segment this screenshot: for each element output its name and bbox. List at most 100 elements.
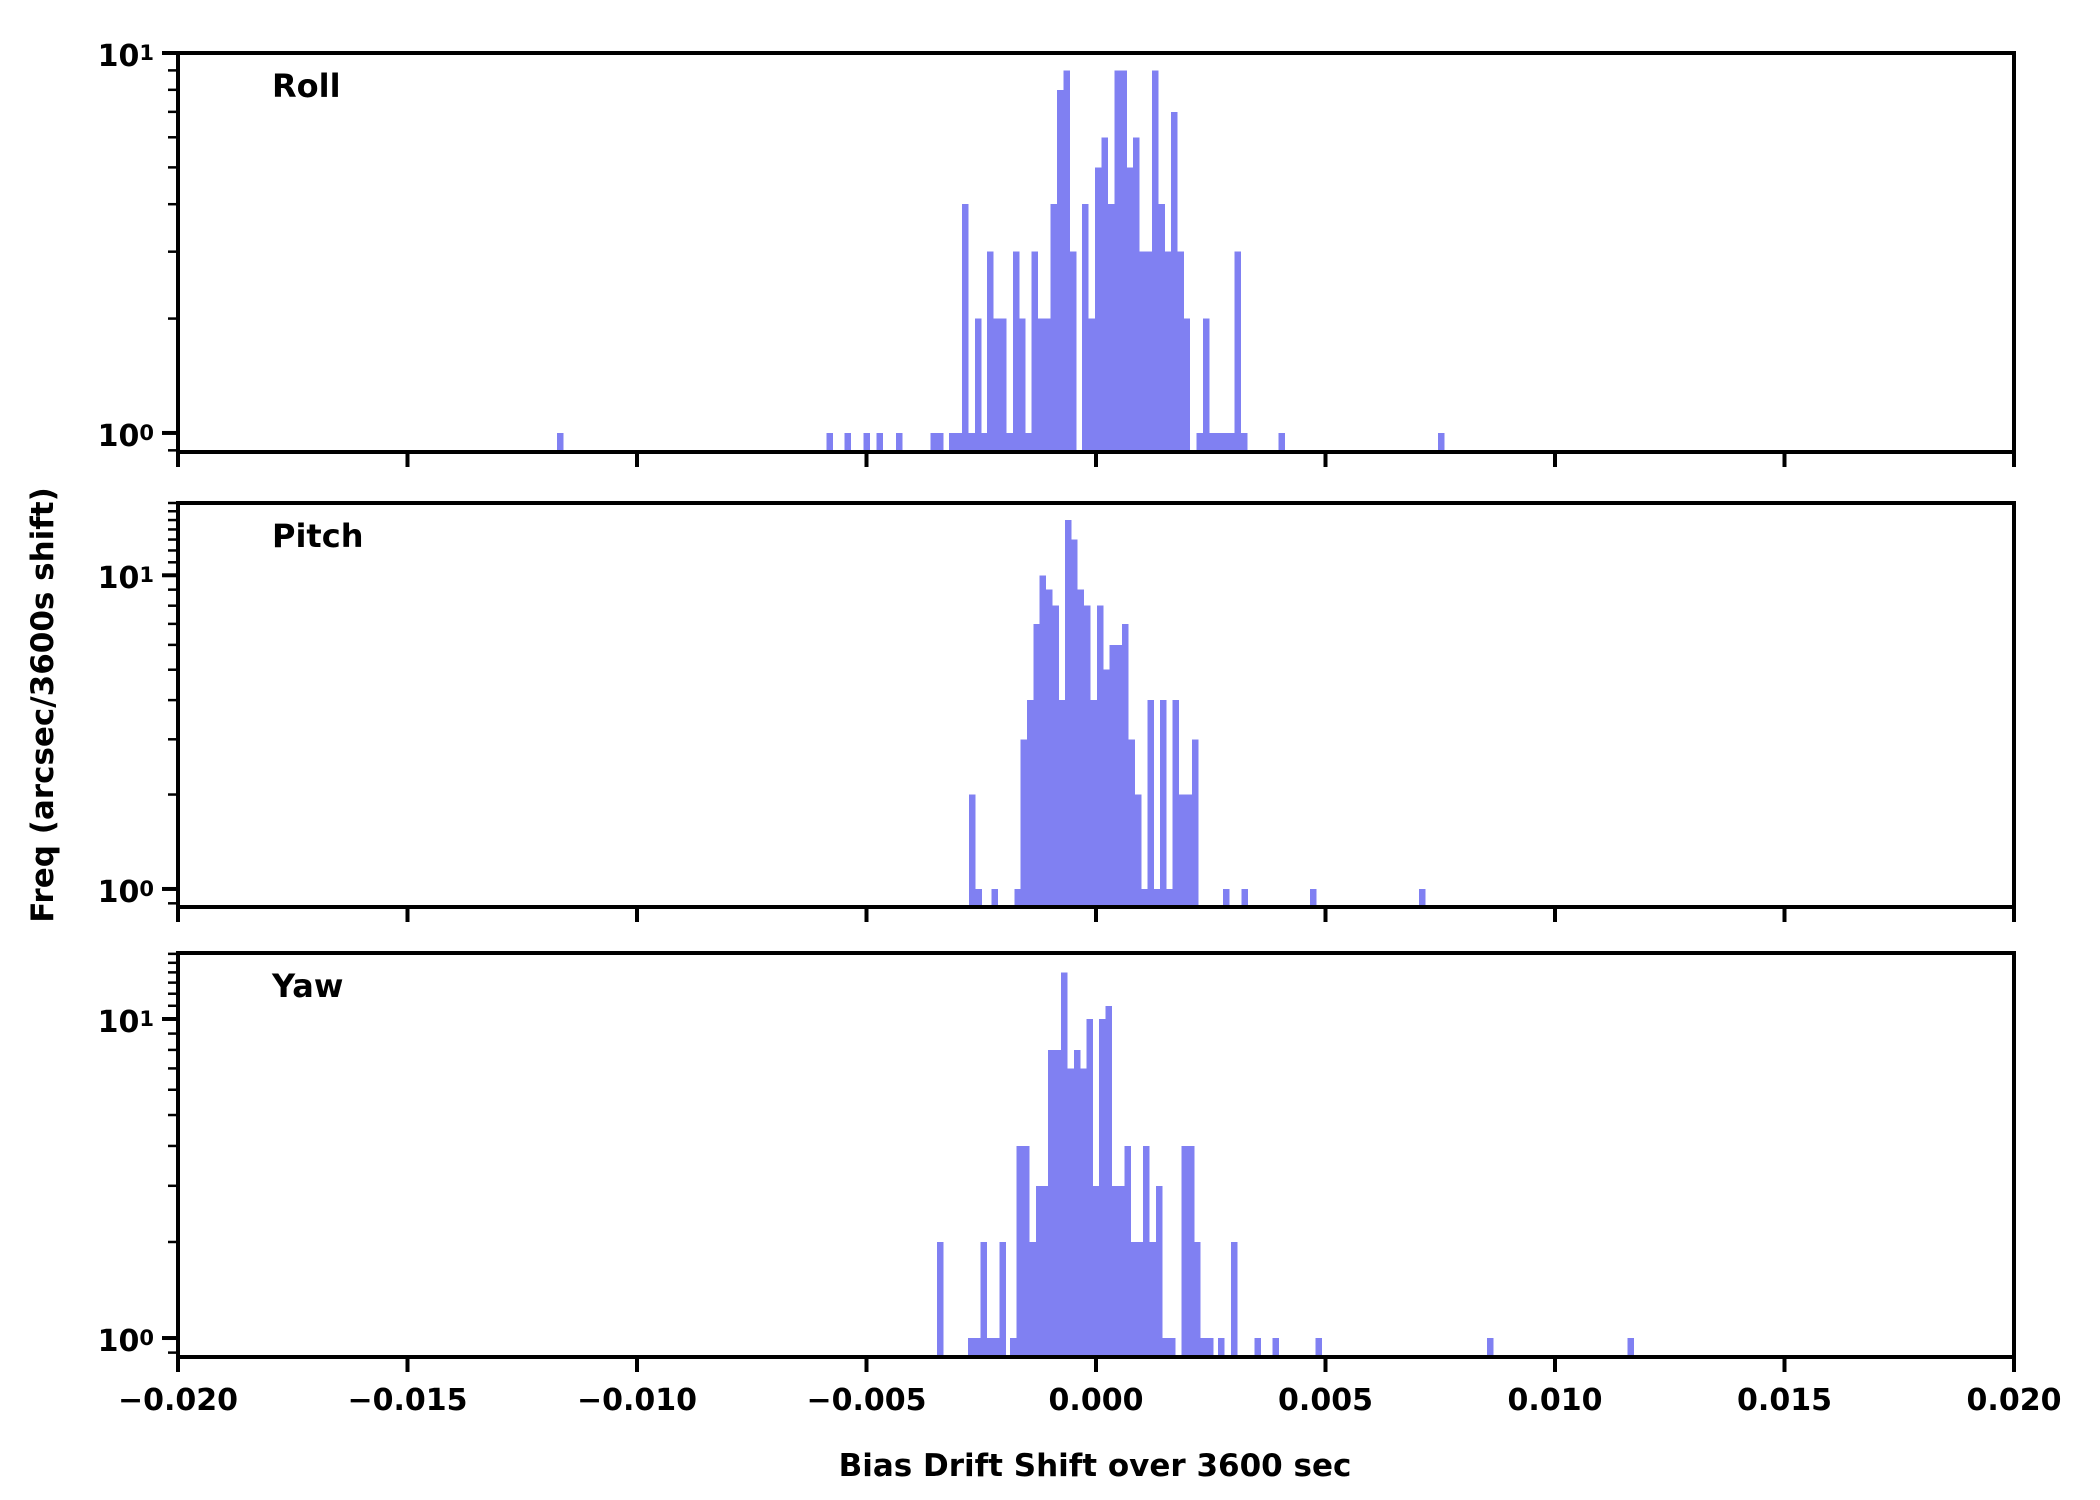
histogram-bar [1090,700,1097,907]
histogram-bar [876,432,884,452]
histogram-bar [1172,700,1180,907]
histogram-bar [967,1338,975,1357]
x-tick-label: −0.015 [347,1383,468,1418]
x-tick-label: −0.020 [117,1383,239,1418]
histogram-bar [1092,1185,1100,1357]
histogram-bar [1487,1338,1494,1357]
histogram-bar [1164,251,1172,452]
histogram-bar [1058,700,1066,907]
histogram-bar [981,432,988,452]
histogram-bar [1050,204,1058,452]
histogram-bar [1241,888,1248,907]
histogram-bar [1025,432,1032,452]
histogram-bar [1056,89,1064,452]
histogram-bar [1187,1145,1195,1357]
y-tick-label: 101 [97,561,154,597]
panel-title-pitch: Pitch [272,517,364,555]
histogram-bar [1027,700,1034,907]
histogram-bar [993,1338,1000,1357]
histogram-bar [1130,1241,1138,1357]
histogram-bar [1179,794,1186,907]
histogram-bar [1191,739,1199,907]
x-tick-label: 0.020 [1966,1383,2062,1418]
histogram-bar [987,251,994,452]
histogram-bar [844,432,851,452]
axes-spines [176,501,2016,909]
histogram-bar [1082,204,1089,452]
panel-yaw: Yaw [162,951,2016,1372]
histogram-bar [863,432,871,452]
histogram-bar [1012,251,1020,452]
histogram-bar [1117,1185,1125,1357]
histogram-bar [1107,204,1115,452]
histogram-bar [1315,1338,1322,1357]
histogram-bar [986,1338,994,1357]
histogram-bar [1168,1338,1176,1357]
histogram-bar [1077,589,1085,907]
histogram-bar [1166,888,1174,907]
axes-spines [176,51,2016,454]
y-tick-label: 100 [97,1324,154,1360]
histogram-bar [1063,70,1070,452]
histogram-bar [1140,888,1148,907]
histogram-bar [974,318,982,452]
histogram-bar [1071,539,1078,907]
histogram-bar [1069,251,1077,452]
histogram-bar [1153,888,1161,907]
histogram-bar [1122,623,1129,907]
panel-roll: Roll [162,51,2016,467]
histogram-bar [968,432,975,452]
histogram-bar [1437,432,1445,452]
x-tick-label: 0.005 [1278,1383,1373,1418]
histogram-bar [1042,1185,1049,1357]
histogram-bar [1084,605,1091,907]
histogram-bar [1033,623,1041,907]
panel-pitch: Pitch [162,501,2016,922]
histogram-bar [557,432,564,452]
histogram-bar [1209,432,1216,452]
histogram-bar [1111,1185,1119,1357]
histogram-bar [955,432,963,452]
histogram-bar [1114,70,1121,452]
histogram-bar [1014,888,1021,907]
histogram-bar [1073,1049,1081,1357]
histogram-bar [1000,318,1007,452]
histogram-bar [1088,318,1096,452]
histogram-bar [1137,1241,1144,1357]
histogram-bar [1120,70,1127,452]
histogram-bar [1109,644,1116,907]
histogram-bar [973,1338,981,1357]
histogram-bar [1044,318,1052,452]
histogram-bar [961,204,969,452]
histogram-bar [1101,137,1108,452]
y-tick-label: 101 [97,39,154,74]
x-tick-label: 0.010 [1507,1383,1603,1418]
roll-histogram-plot [162,51,2016,467]
histogram-bar [1194,1241,1201,1357]
histogram-bar [1221,432,1229,452]
histogram-bar [1061,972,1068,1357]
histogram-bar [1031,251,1039,452]
histogram-bar [1419,888,1426,907]
histogram-bar [895,432,903,452]
histogram-bar [1200,1338,1208,1357]
histogram-bar [1627,1338,1634,1357]
histogram-bar [1207,1338,1214,1357]
histogram-bar [1145,251,1153,452]
histogram-bar [1149,1241,1157,1357]
x-tick-label: 0.000 [1048,1383,1144,1418]
histogram-bar [993,318,1001,452]
histogram-bar [975,888,982,907]
histogram-bar [1105,1005,1113,1357]
histogram-bar [1185,794,1192,907]
histogram-bar [1018,318,1026,452]
histogram-bar [1134,794,1142,907]
histogram-bar [1160,700,1167,907]
histogram-bar [1035,1185,1043,1357]
histogram-bar [1230,1241,1238,1357]
histogram-bar [1052,605,1059,907]
histogram-bar [937,432,944,452]
histogram-bar [1223,888,1230,907]
histogram-bar [1067,1068,1074,1357]
histogram-bar [1234,251,1242,452]
